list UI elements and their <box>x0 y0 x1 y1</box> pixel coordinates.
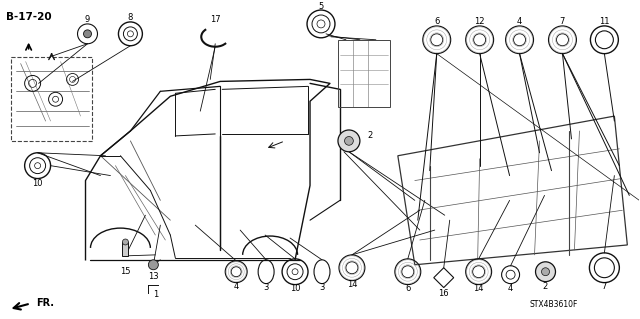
Text: 4: 4 <box>508 284 513 293</box>
Circle shape <box>83 30 92 38</box>
Text: 10: 10 <box>290 284 300 293</box>
Text: STX4B3610F: STX4B3610F <box>529 300 578 309</box>
Circle shape <box>536 262 556 282</box>
Text: 7: 7 <box>602 282 607 291</box>
Text: 2: 2 <box>367 131 372 140</box>
Text: 4: 4 <box>517 18 522 26</box>
Text: FR.: FR. <box>36 299 54 308</box>
Text: 4: 4 <box>234 282 239 291</box>
Bar <box>338 40 390 107</box>
Text: 15: 15 <box>120 267 131 276</box>
Text: 14: 14 <box>347 280 357 289</box>
Text: 14: 14 <box>474 284 484 293</box>
Text: 2: 2 <box>543 282 548 291</box>
Text: 6: 6 <box>434 18 440 26</box>
Circle shape <box>148 260 158 270</box>
Circle shape <box>338 130 360 152</box>
Text: 1: 1 <box>153 290 158 299</box>
Bar <box>122 242 129 256</box>
Circle shape <box>344 137 353 145</box>
Text: 9: 9 <box>85 15 90 25</box>
Text: 3: 3 <box>319 283 324 292</box>
Text: 3: 3 <box>264 283 269 292</box>
Text: 5: 5 <box>318 2 324 11</box>
Text: 6: 6 <box>405 284 410 293</box>
Text: 13: 13 <box>148 272 159 281</box>
Text: 7: 7 <box>560 18 565 26</box>
Text: B-17-20: B-17-20 <box>6 12 51 22</box>
Text: 8: 8 <box>128 13 133 22</box>
Text: 10: 10 <box>33 179 43 188</box>
Circle shape <box>122 239 129 245</box>
Text: 17: 17 <box>210 15 221 25</box>
Text: 11: 11 <box>599 18 610 26</box>
Circle shape <box>541 268 550 276</box>
Text: 16: 16 <box>438 289 449 298</box>
Text: 12: 12 <box>474 18 485 26</box>
Bar <box>11 57 93 141</box>
